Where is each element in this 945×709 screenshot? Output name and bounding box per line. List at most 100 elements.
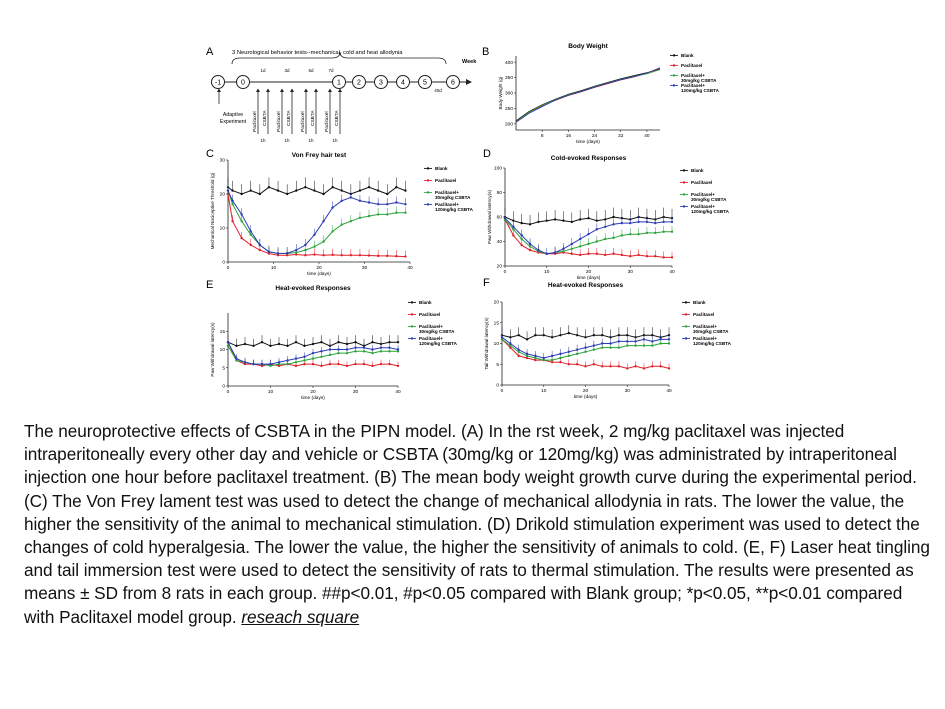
y-tick-label: 0 bbox=[496, 383, 499, 389]
timeline-node-label: 6 bbox=[451, 80, 455, 87]
data-point bbox=[249, 243, 252, 247]
data-point bbox=[520, 237, 523, 241]
x-axis-label: time (days) bbox=[307, 271, 331, 277]
data-point bbox=[231, 220, 234, 223]
svg-text:CSBTA: CSBTA bbox=[310, 110, 316, 126]
data-point bbox=[520, 221, 523, 225]
data-point bbox=[662, 256, 665, 259]
data-point bbox=[562, 250, 565, 253]
legend-label: Blank bbox=[419, 300, 432, 305]
data-point bbox=[240, 237, 243, 240]
timeline-node: -1 bbox=[211, 75, 225, 89]
legend-marker bbox=[682, 205, 686, 208]
data-point bbox=[512, 225, 515, 228]
data-point bbox=[277, 364, 281, 368]
data-point bbox=[295, 189, 298, 192]
data-point bbox=[517, 350, 520, 353]
data-point bbox=[331, 186, 334, 189]
legend-marker bbox=[682, 181, 686, 184]
data-point bbox=[659, 338, 662, 341]
data-point bbox=[534, 354, 537, 358]
data-point bbox=[667, 338, 671, 341]
data-point bbox=[654, 255, 657, 258]
data-point bbox=[404, 211, 407, 214]
data-point bbox=[528, 242, 532, 246]
data-point bbox=[320, 364, 323, 368]
data-point bbox=[559, 352, 562, 356]
svg-text:1h: 1h bbox=[332, 138, 338, 143]
data-point bbox=[525, 354, 529, 358]
data-point bbox=[567, 354, 570, 358]
x-axis-label: time (days) bbox=[576, 139, 600, 145]
x-tick-label: 0 bbox=[227, 389, 230, 395]
series-line bbox=[227, 190, 406, 255]
data-point bbox=[604, 237, 607, 241]
data-point bbox=[231, 189, 234, 192]
data-point bbox=[376, 213, 380, 216]
data-point bbox=[512, 234, 515, 237]
svg-text:1h: 1h bbox=[260, 138, 266, 143]
data-point bbox=[286, 362, 289, 366]
data-point bbox=[295, 251, 298, 254]
data-point bbox=[396, 341, 400, 344]
panel-d-chart: D Cold-evoked Responses 0 10 20 30 40 20 40 60 80 1… bbox=[483, 148, 730, 281]
source-link[interactable]: reseach square bbox=[241, 606, 360, 627]
data-point bbox=[595, 240, 599, 243]
figure: A 3 Neurological behavior tests--mechani… bbox=[206, 43, 732, 401]
legend-marker bbox=[426, 203, 430, 206]
data-point bbox=[295, 253, 298, 256]
data-point bbox=[670, 230, 674, 233]
data-point bbox=[626, 340, 629, 343]
data-point bbox=[311, 362, 315, 366]
x-tick-label: 20 bbox=[586, 269, 592, 275]
data-point bbox=[567, 350, 570, 353]
data-point bbox=[260, 364, 264, 368]
data-point bbox=[395, 255, 398, 258]
data-point bbox=[545, 252, 548, 255]
dosing-group: Paclitaxel CSBTA 1h bbox=[252, 88, 270, 143]
data-point bbox=[575, 363, 579, 366]
data-point bbox=[601, 342, 604, 345]
data-point bbox=[328, 348, 332, 351]
data-point bbox=[601, 346, 604, 349]
data-point bbox=[584, 365, 587, 368]
y-tick-label: 5 bbox=[222, 365, 225, 371]
data-point bbox=[626, 367, 629, 370]
data-point bbox=[371, 341, 374, 344]
data-point bbox=[542, 334, 545, 337]
legend-label: 120mg/kg CSBTA bbox=[693, 341, 732, 346]
data-point bbox=[322, 240, 325, 243]
data-point bbox=[587, 242, 590, 246]
data-point bbox=[276, 254, 280, 257]
y-tick-label: 40 bbox=[497, 239, 503, 245]
data-point bbox=[534, 334, 537, 337]
x-tick-label: 30 bbox=[628, 269, 634, 275]
data-point bbox=[367, 214, 371, 218]
data-point bbox=[620, 234, 624, 237]
data-point bbox=[249, 189, 252, 192]
data-point bbox=[249, 233, 252, 236]
legend-marker bbox=[672, 84, 676, 87]
data-point bbox=[637, 232, 640, 236]
data-point bbox=[578, 218, 582, 221]
x-tick-label: 20 bbox=[316, 265, 322, 271]
data-point bbox=[404, 189, 407, 192]
data-point bbox=[617, 340, 621, 343]
data-point bbox=[294, 361, 298, 364]
data-point bbox=[601, 334, 604, 337]
data-point bbox=[592, 344, 596, 347]
data-point bbox=[304, 186, 307, 189]
data-point bbox=[354, 341, 357, 344]
legend-label: Blank bbox=[681, 53, 694, 58]
y-tick-label: 250 bbox=[505, 106, 513, 112]
data-point bbox=[587, 217, 590, 220]
data-point bbox=[601, 365, 604, 368]
x-tick-label: 10 bbox=[271, 265, 277, 271]
timeline-arrowhead bbox=[466, 79, 472, 85]
legend-label: 30mg/kg CSBTA bbox=[435, 195, 471, 200]
data-point bbox=[249, 230, 252, 233]
panel-e-chart: E Heat-evoked Responses 0 10 20 30 40 0 5 10 15 tim… bbox=[206, 279, 458, 401]
data-point bbox=[670, 220, 674, 224]
data-point bbox=[509, 344, 512, 347]
legend-label: Paclitaxel+ bbox=[435, 202, 459, 207]
